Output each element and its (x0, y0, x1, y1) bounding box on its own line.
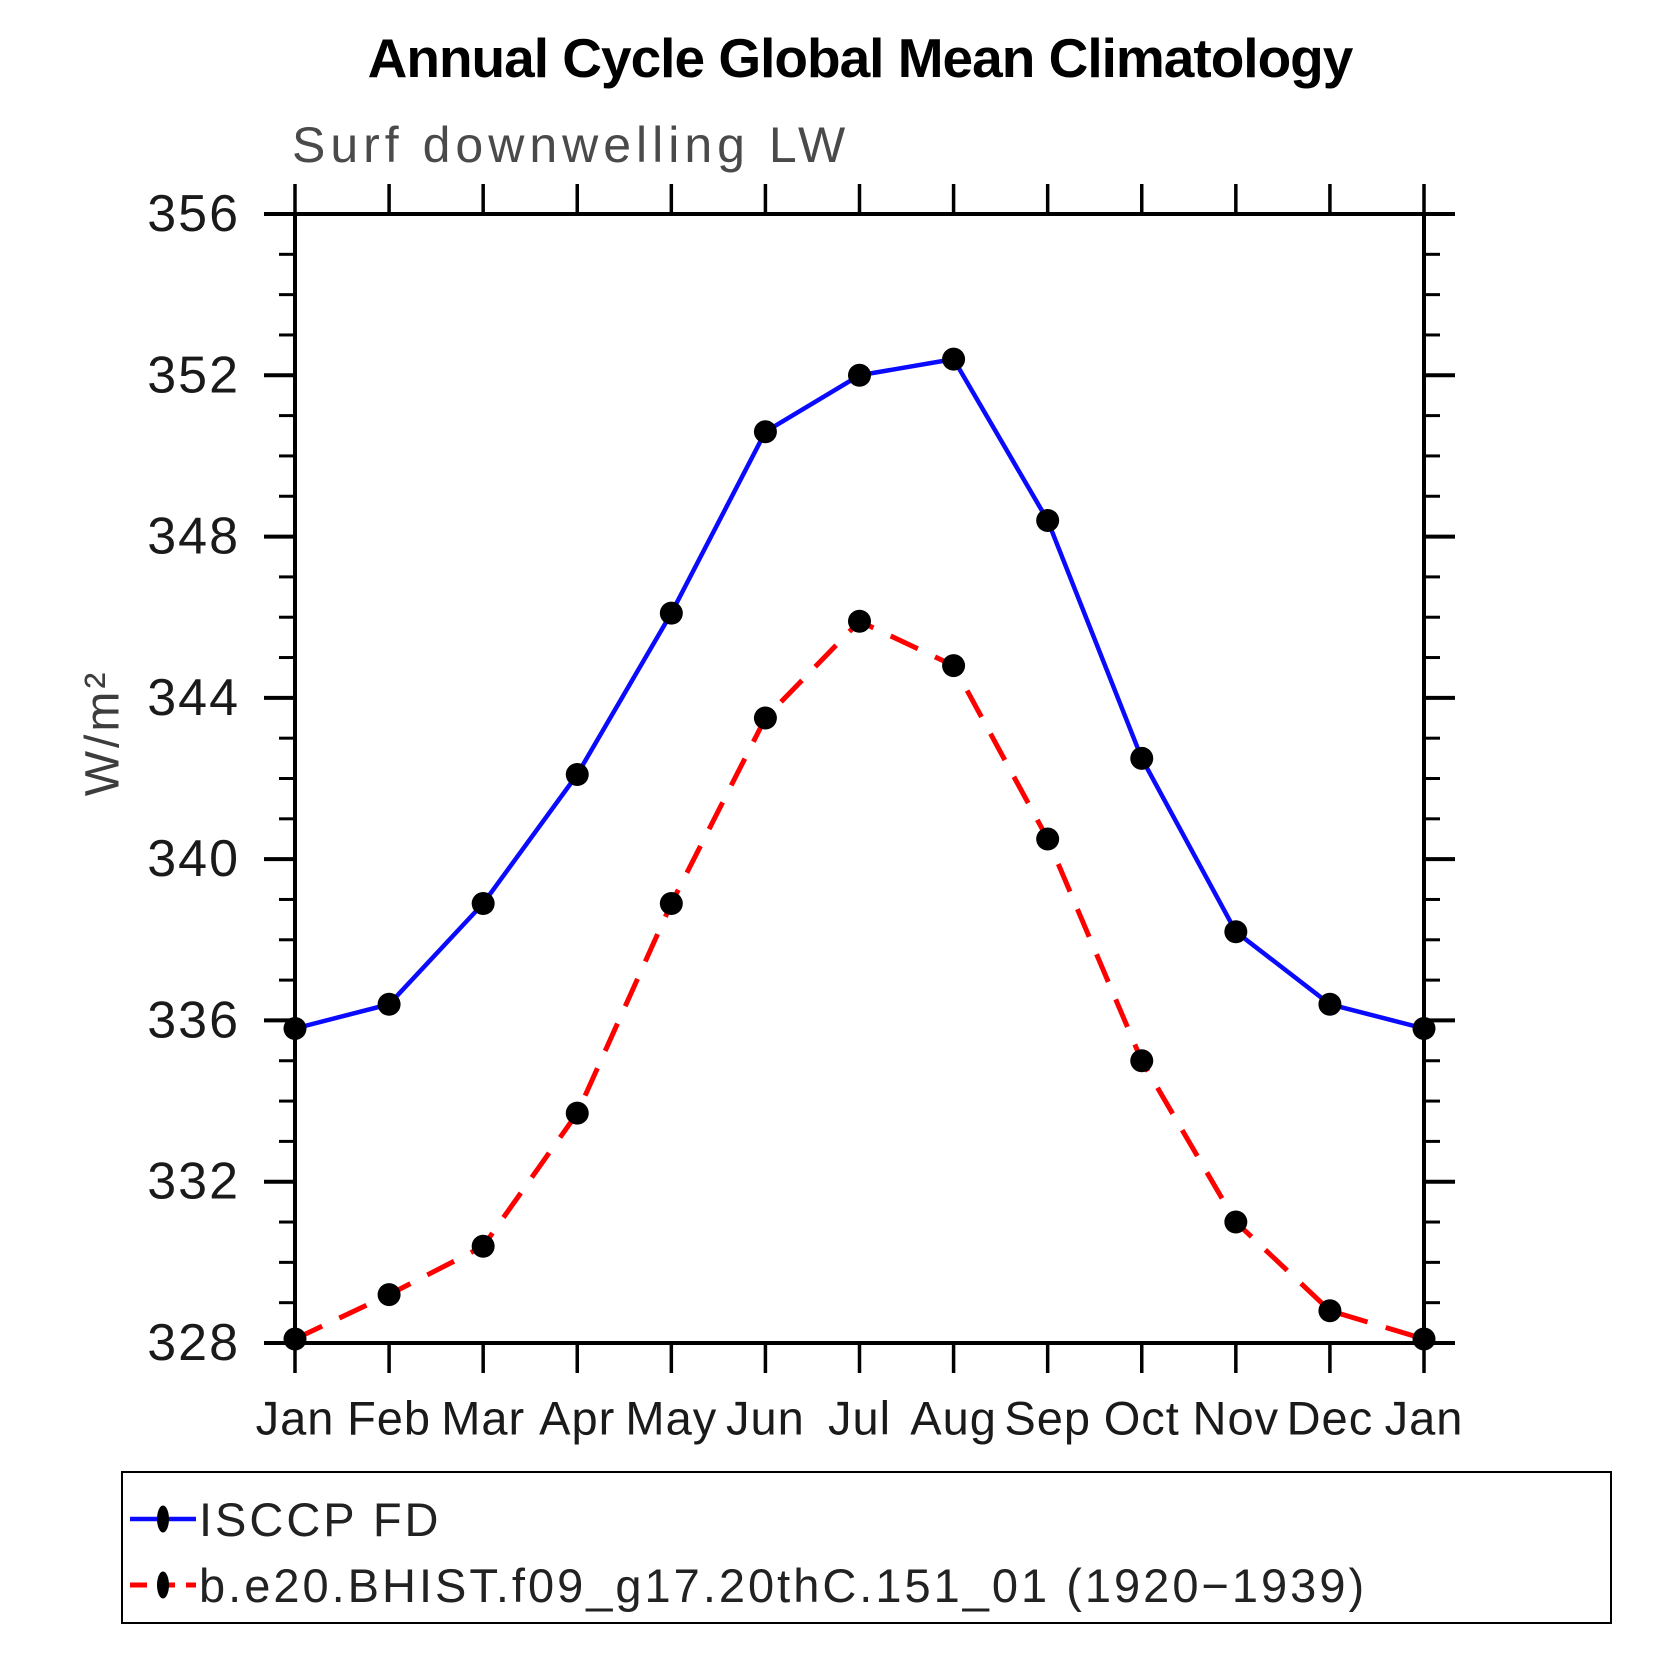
x-tick-label: Apr (539, 1392, 615, 1445)
y-tick-label: 332 (147, 1153, 240, 1211)
data-point-marker (1130, 746, 1154, 770)
data-point-marker (753, 706, 777, 730)
x-tick-label: Jan (256, 1392, 335, 1445)
x-tick-label: Mar (441, 1392, 525, 1445)
y-tick-label: 352 (147, 346, 240, 404)
data-point-marker (1412, 1327, 1436, 1351)
data-point-marker (377, 992, 401, 1016)
x-tick-label: Jun (726, 1392, 805, 1445)
y-tick-label: 336 (147, 991, 240, 1049)
legend-entry-model: b.e20.BHIST.f09_g17.20thC.151_01 (1920−1… (127, 1559, 1367, 1612)
y-tick-label: 344 (147, 669, 240, 727)
legend-label: ISCCP FD (199, 1492, 442, 1546)
data-point-marker (565, 1101, 589, 1125)
x-tick-label: May (625, 1392, 717, 1445)
x-tick-label: Jul (828, 1392, 891, 1445)
data-point-marker (565, 762, 589, 786)
x-tick-label: Nov (1193, 1392, 1280, 1445)
data-point-marker (1130, 1049, 1154, 1073)
data-point-marker (1036, 508, 1060, 532)
x-tick-label: Oct (1104, 1392, 1180, 1445)
data-point-marker (283, 1327, 307, 1351)
data-point-marker (659, 891, 683, 915)
chart-title: Annual Cycle Global Mean Climatology (367, 27, 1354, 89)
y-tick-label: 328 (147, 1314, 240, 1372)
legend-marker-dot (157, 1571, 169, 1599)
data-point-marker (283, 1016, 307, 1040)
data-point-marker (942, 654, 966, 678)
plot-frame (293, 212, 1426, 1345)
data-point-marker (1412, 1016, 1436, 1040)
x-tick-label: Aug (910, 1392, 997, 1445)
data-point-marker (1318, 992, 1342, 1016)
data-point-marker (471, 891, 495, 915)
x-tick-label: Sep (1004, 1392, 1091, 1445)
data-point-marker (471, 1234, 495, 1258)
legend-marker-dot (157, 1505, 169, 1533)
y-axis-label: W/m² (76, 669, 130, 797)
legend: ISCCP FD b.e20.BHIST.f09_g17.20thC.151_0… (121, 1471, 1612, 1624)
data-point-marker (848, 363, 871, 387)
legend-line-sample-solid (130, 1505, 196, 1533)
data-point-marker (753, 420, 777, 444)
series-line-isccp (294, 356, 1425, 1031)
y-tick-label: 356 (147, 185, 240, 243)
series-line-model (293, 618, 1425, 1342)
x-tick-label: Jan (1385, 1392, 1464, 1445)
data-point-marker (1224, 920, 1248, 944)
y-tick-label: 340 (147, 830, 240, 888)
data-point-marker (659, 601, 683, 625)
data-point-marker (1036, 827, 1060, 851)
data-point-marker (848, 609, 871, 633)
x-tick-label: Feb (347, 1392, 431, 1445)
y-tick-label: 348 (147, 508, 240, 566)
x-tick-label: Dec (1287, 1392, 1374, 1445)
data-point-marker (1318, 1299, 1342, 1323)
data-point-marker (942, 347, 966, 371)
legend-line-sample-dashed (130, 1571, 196, 1599)
legend-label: b.e20.BHIST.f09_g17.20thC.151_01 (1920−1… (199, 1558, 1368, 1612)
legend-entry-isccp: ISCCP FD (127, 1493, 442, 1546)
chart-subtitle: Surf downwelling LW (292, 117, 851, 173)
data-point-marker (377, 1283, 401, 1307)
data-point-marker (1224, 1210, 1248, 1234)
